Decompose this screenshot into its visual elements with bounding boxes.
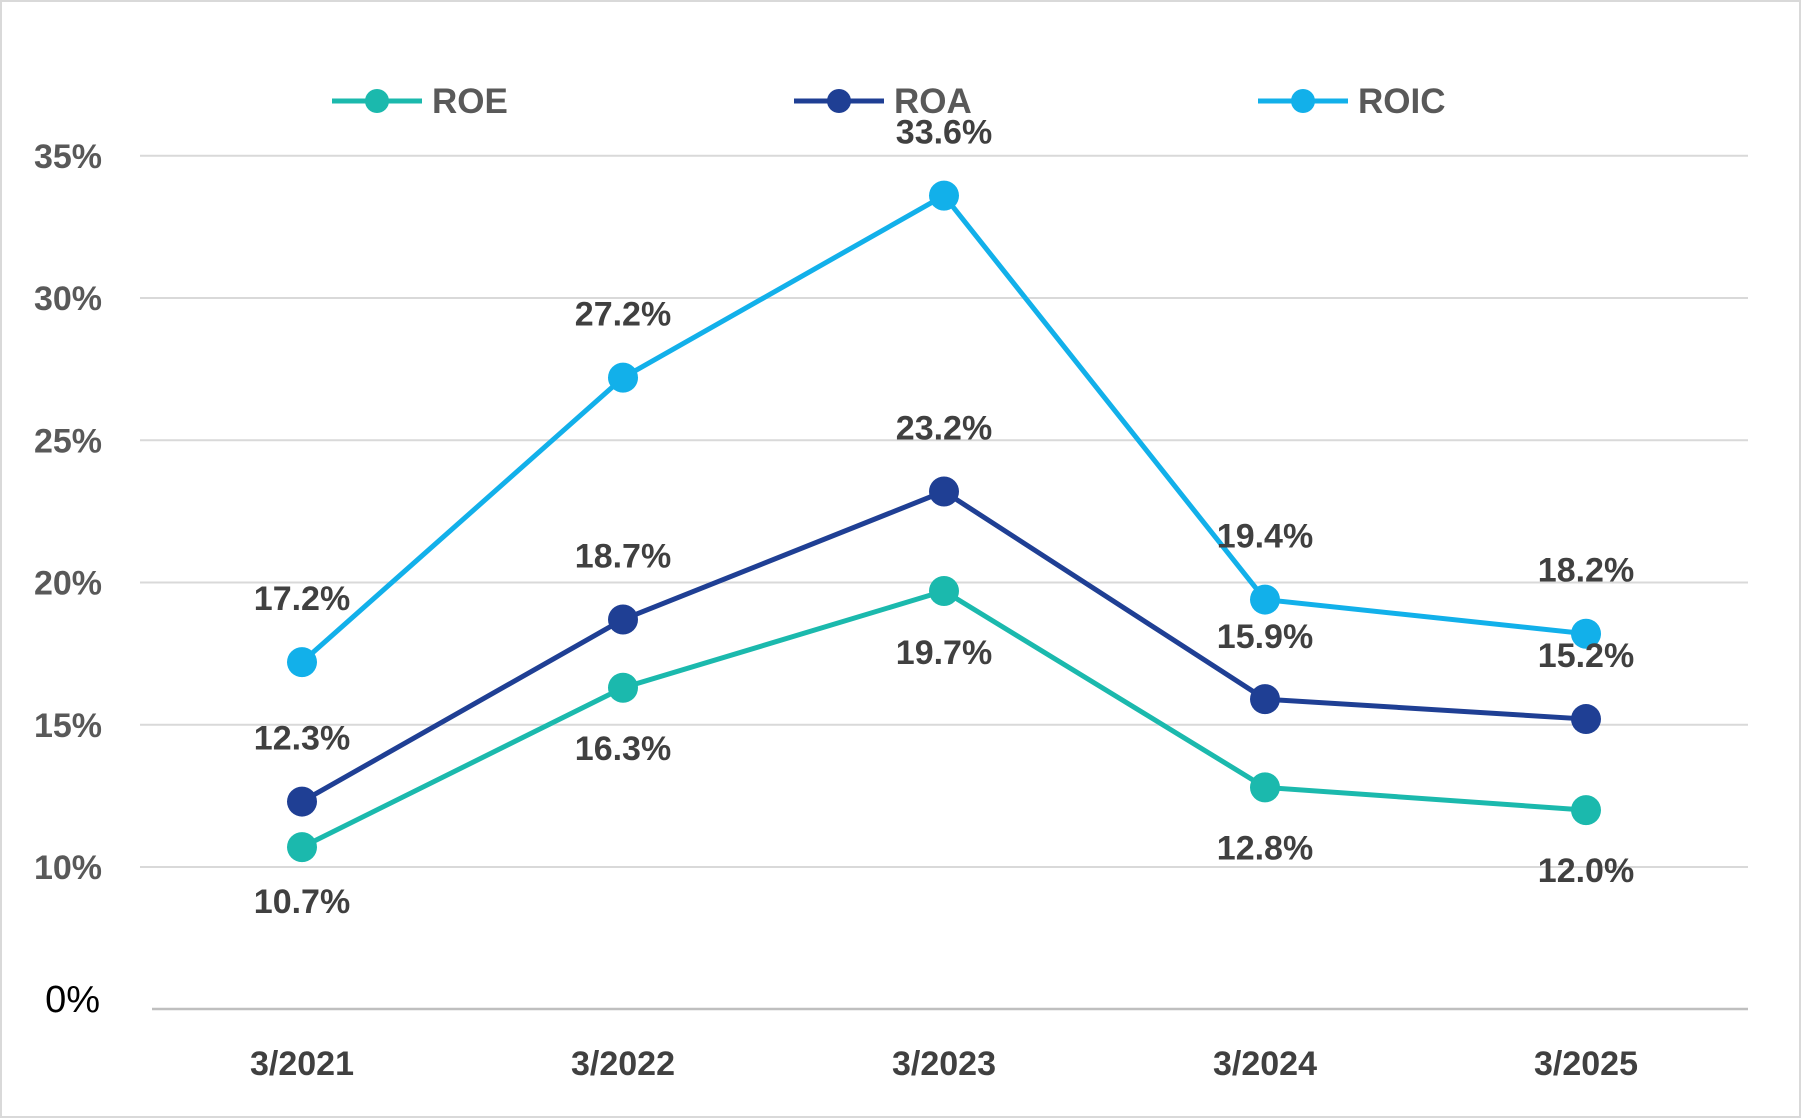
series-lines <box>287 180 1601 863</box>
y-tick-label: 15% <box>34 707 102 745</box>
data-label-roic: 17.2% <box>254 580 350 618</box>
data-label-roe: 12.8% <box>1217 829 1313 867</box>
y-tick-label: 10% <box>34 849 102 887</box>
data-label-roe: 12.0% <box>1538 852 1634 890</box>
data-point-roe <box>608 672 638 703</box>
data-label-roe: 10.7% <box>254 883 350 921</box>
legend-label: ROE <box>432 82 508 121</box>
legend-label: ROIC <box>1358 82 1446 121</box>
data-point-roa <box>1250 684 1280 715</box>
legend-label: ROA <box>894 82 972 121</box>
data-labels: 10.7% 16.3% 19.7% 12.8% 12.0% 12.3% 18.7% 23.2%… <box>254 114 1634 922</box>
legend-swatch-marker <box>827 89 851 113</box>
y-tick-label: 35% <box>34 138 102 176</box>
x-tick-label: 3/2025 <box>1534 1045 1638 1083</box>
data-label-roa: 15.2% <box>1538 637 1634 675</box>
axes: 0% 10% 15% 20% 25% 30% 35% 3/2021 3/2022 3/2023 3/… <box>34 138 1638 1083</box>
legend: ROE ROA ROIC <box>332 82 1446 121</box>
legend-item-roic: ROIC <box>1258 82 1446 121</box>
y-tick-label: 25% <box>34 422 102 460</box>
data-point-roe <box>1571 795 1601 826</box>
data-label-roa: 18.7% <box>575 537 671 575</box>
data-label-roe: 19.7% <box>896 634 992 672</box>
y-tick-label: 30% <box>34 280 102 318</box>
data-label-roa: 15.9% <box>1217 618 1313 656</box>
legend-swatch-marker <box>1291 89 1315 113</box>
data-point-roic <box>287 647 317 678</box>
data-point-roe <box>1250 772 1280 803</box>
data-label-roic: 33.6% <box>896 114 992 152</box>
data-point-roa <box>608 604 638 635</box>
data-point-roa <box>287 786 317 817</box>
data-point-roa <box>929 476 959 507</box>
data-point-roic <box>1250 584 1280 615</box>
data-point-roa <box>1571 704 1601 735</box>
data-point-roic <box>929 180 959 211</box>
data-point-roe <box>929 576 959 607</box>
x-tick-label: 3/2023 <box>892 1045 996 1083</box>
data-label-roic: 19.4% <box>1217 518 1313 556</box>
legend-item-roa: ROA <box>794 82 972 121</box>
data-point-roe <box>287 832 317 863</box>
data-point-roic <box>1571 618 1601 649</box>
legend-item-roe: ROE <box>332 82 508 121</box>
data-label-roa: 23.2% <box>896 409 992 447</box>
x-tick-label: 3/2024 <box>1213 1045 1317 1083</box>
legend-swatch-marker <box>365 89 389 113</box>
y-tick-label: 20% <box>34 565 102 603</box>
data-label-roe: 16.3% <box>575 730 671 768</box>
data-label-roic: 27.2% <box>575 296 671 334</box>
data-label-roic: 18.2% <box>1538 552 1634 590</box>
data-label-roa: 12.3% <box>254 720 350 758</box>
grid-lines <box>140 154 1748 1011</box>
x-tick-label: 3/2022 <box>571 1045 675 1083</box>
data-point-roic <box>608 362 638 393</box>
x-tick-label: 3/2021 <box>250 1045 354 1083</box>
y-tick-label: 0% <box>45 979 100 1021</box>
